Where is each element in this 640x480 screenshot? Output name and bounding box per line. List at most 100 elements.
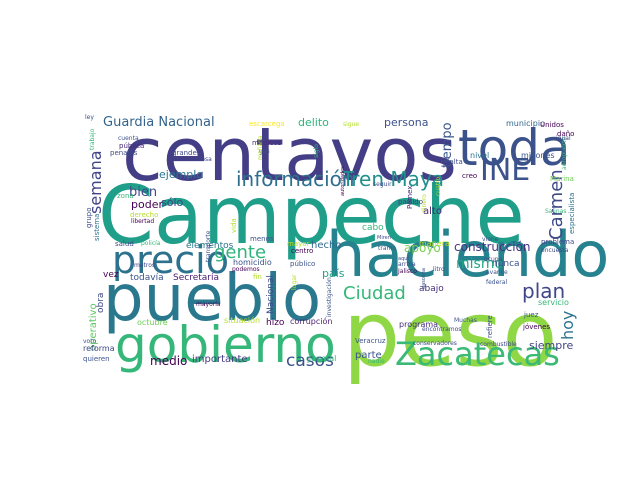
word-quieren: quieren [83, 355, 110, 363]
word-obra: obra [96, 293, 106, 313]
word-zacatecas: Zacatecas [395, 335, 560, 373]
word-mayoría: mayoría [196, 301, 221, 308]
word-casos: casos [286, 351, 334, 371]
word-ejemplo: ejemplo [159, 168, 203, 181]
word-sólo: sólo [161, 196, 184, 209]
word-homicidio: homicidio [233, 258, 272, 267]
word-fin: fin [253, 273, 262, 281]
word-libertad: libertad [131, 218, 154, 225]
word-podemos: podemos [232, 266, 260, 273]
word-campeche: Campeche [98, 169, 525, 262]
word-gas: gas [259, 148, 270, 155]
word-penales: penales [110, 149, 138, 157]
word-toda: toda [458, 119, 571, 177]
word-metros: metros [134, 262, 155, 269]
word-ley: ley [85, 114, 94, 121]
word-grupo: grupo [85, 208, 93, 228]
word-marina: Marina [550, 175, 574, 183]
word-investigación: investigación [326, 277, 333, 317]
word-especialista: especialista [568, 193, 576, 234]
word-parte: parte [355, 350, 382, 361]
word-delito: delito [298, 116, 329, 129]
word-encontramos: encontramos [422, 326, 461, 333]
word-mismo: mismo [456, 256, 503, 272]
word-daño: daño [557, 130, 574, 138]
word-cosa: cosa [198, 156, 212, 163]
word-octubre: octubre [137, 318, 168, 327]
word-millones: millones [521, 151, 555, 160]
word-secretaría: Secretaría [173, 273, 219, 283]
word-persona: persona [384, 116, 428, 129]
word-plan: plan [522, 279, 565, 303]
word-país: país [322, 267, 345, 280]
word-nadie: nadie [368, 358, 385, 365]
word-bien: bien [129, 185, 157, 200]
word-seguir: seguir [373, 181, 392, 188]
word-construcción: construcción [454, 240, 531, 254]
word-tren-maya: Tren Maya [341, 167, 444, 191]
word-nunca: nunca [492, 259, 520, 269]
word-siempre: siempre [529, 339, 574, 352]
word-unidos: Unidos [540, 121, 564, 129]
word-litro: litro [433, 266, 445, 273]
word-igual: igual [556, 135, 571, 142]
word-operativo: operativo [88, 303, 99, 351]
word-mayor: mayor [287, 240, 310, 248]
word-medio: medio [150, 354, 187, 368]
word-trabajo: trabajo [89, 128, 96, 150]
word-manera: manera [419, 239, 450, 248]
word-arriba: arriba [398, 261, 416, 268]
word-derecho: derecho [130, 211, 158, 219]
word-policía: policía [141, 240, 161, 247]
word-alto: alto [423, 206, 442, 217]
word-cuenta: cuenta [118, 135, 139, 142]
word-voto: voto [83, 338, 97, 345]
word-pueblo: pueblo [103, 262, 321, 336]
word-juez: juez [523, 311, 539, 319]
word-escarcega: escarcega [249, 120, 285, 128]
word-municipio: municipio [506, 119, 545, 128]
word-cabo: cabo [362, 223, 384, 233]
word-viene: viene [482, 236, 499, 243]
word-guardia-nacional: Guardia Nacional [103, 115, 215, 130]
word-haciendo: haciendo [326, 218, 609, 291]
word-ocupa: ocupa [484, 256, 503, 263]
word-lugar: lugar [291, 274, 298, 290]
word-conservadores: conservadores [413, 340, 457, 347]
word-pública: pública [119, 142, 144, 150]
word-tramo: tramo [378, 245, 396, 252]
word-apoyo: apoyo [404, 241, 441, 255]
word-gasolina: gasolina [421, 268, 427, 289]
word-siglo: siglo [313, 144, 320, 158]
word-precio: precio [112, 238, 229, 282]
word-refiere: refiere [486, 315, 494, 338]
word-miren: Miren [377, 235, 391, 241]
word-hecho: hecho [311, 240, 341, 251]
word-jóvenes: jóvenes [522, 323, 550, 331]
word-encuesta: encuesta [541, 247, 569, 254]
word-nivel: nivel [470, 151, 489, 160]
word-jalisco: Jalisco [397, 268, 417, 275]
word-sistema: sistema [93, 214, 101, 241]
word-centro: centro [291, 247, 313, 255]
word-pemex: Pemex [406, 186, 414, 209]
word-zona: zona [117, 192, 134, 200]
word-vez: vez [103, 270, 119, 280]
word-federal: federal [486, 279, 507, 286]
word-nacional: Nacional [266, 275, 276, 314]
word-centavos: centavos [122, 112, 457, 198]
word-cuatro: cuatro [435, 177, 442, 196]
word-hoy: hoy [558, 311, 577, 340]
word-gobierno: gobierno [115, 316, 336, 374]
word-partido: partido [398, 198, 423, 206]
word-creo: creo [462, 172, 477, 180]
word-médicos: médicos [252, 139, 282, 147]
word-ciudad: Ciudad [343, 283, 406, 304]
word-todavía: todavía [130, 273, 164, 283]
word-situación: situación [224, 315, 260, 325]
word-servicio: servicio [538, 298, 569, 307]
word-elementos: elementos [186, 241, 234, 251]
word-información: información [236, 167, 355, 191]
word-muchas: Muchas [454, 317, 477, 324]
word-sigue: sigue [343, 121, 359, 128]
